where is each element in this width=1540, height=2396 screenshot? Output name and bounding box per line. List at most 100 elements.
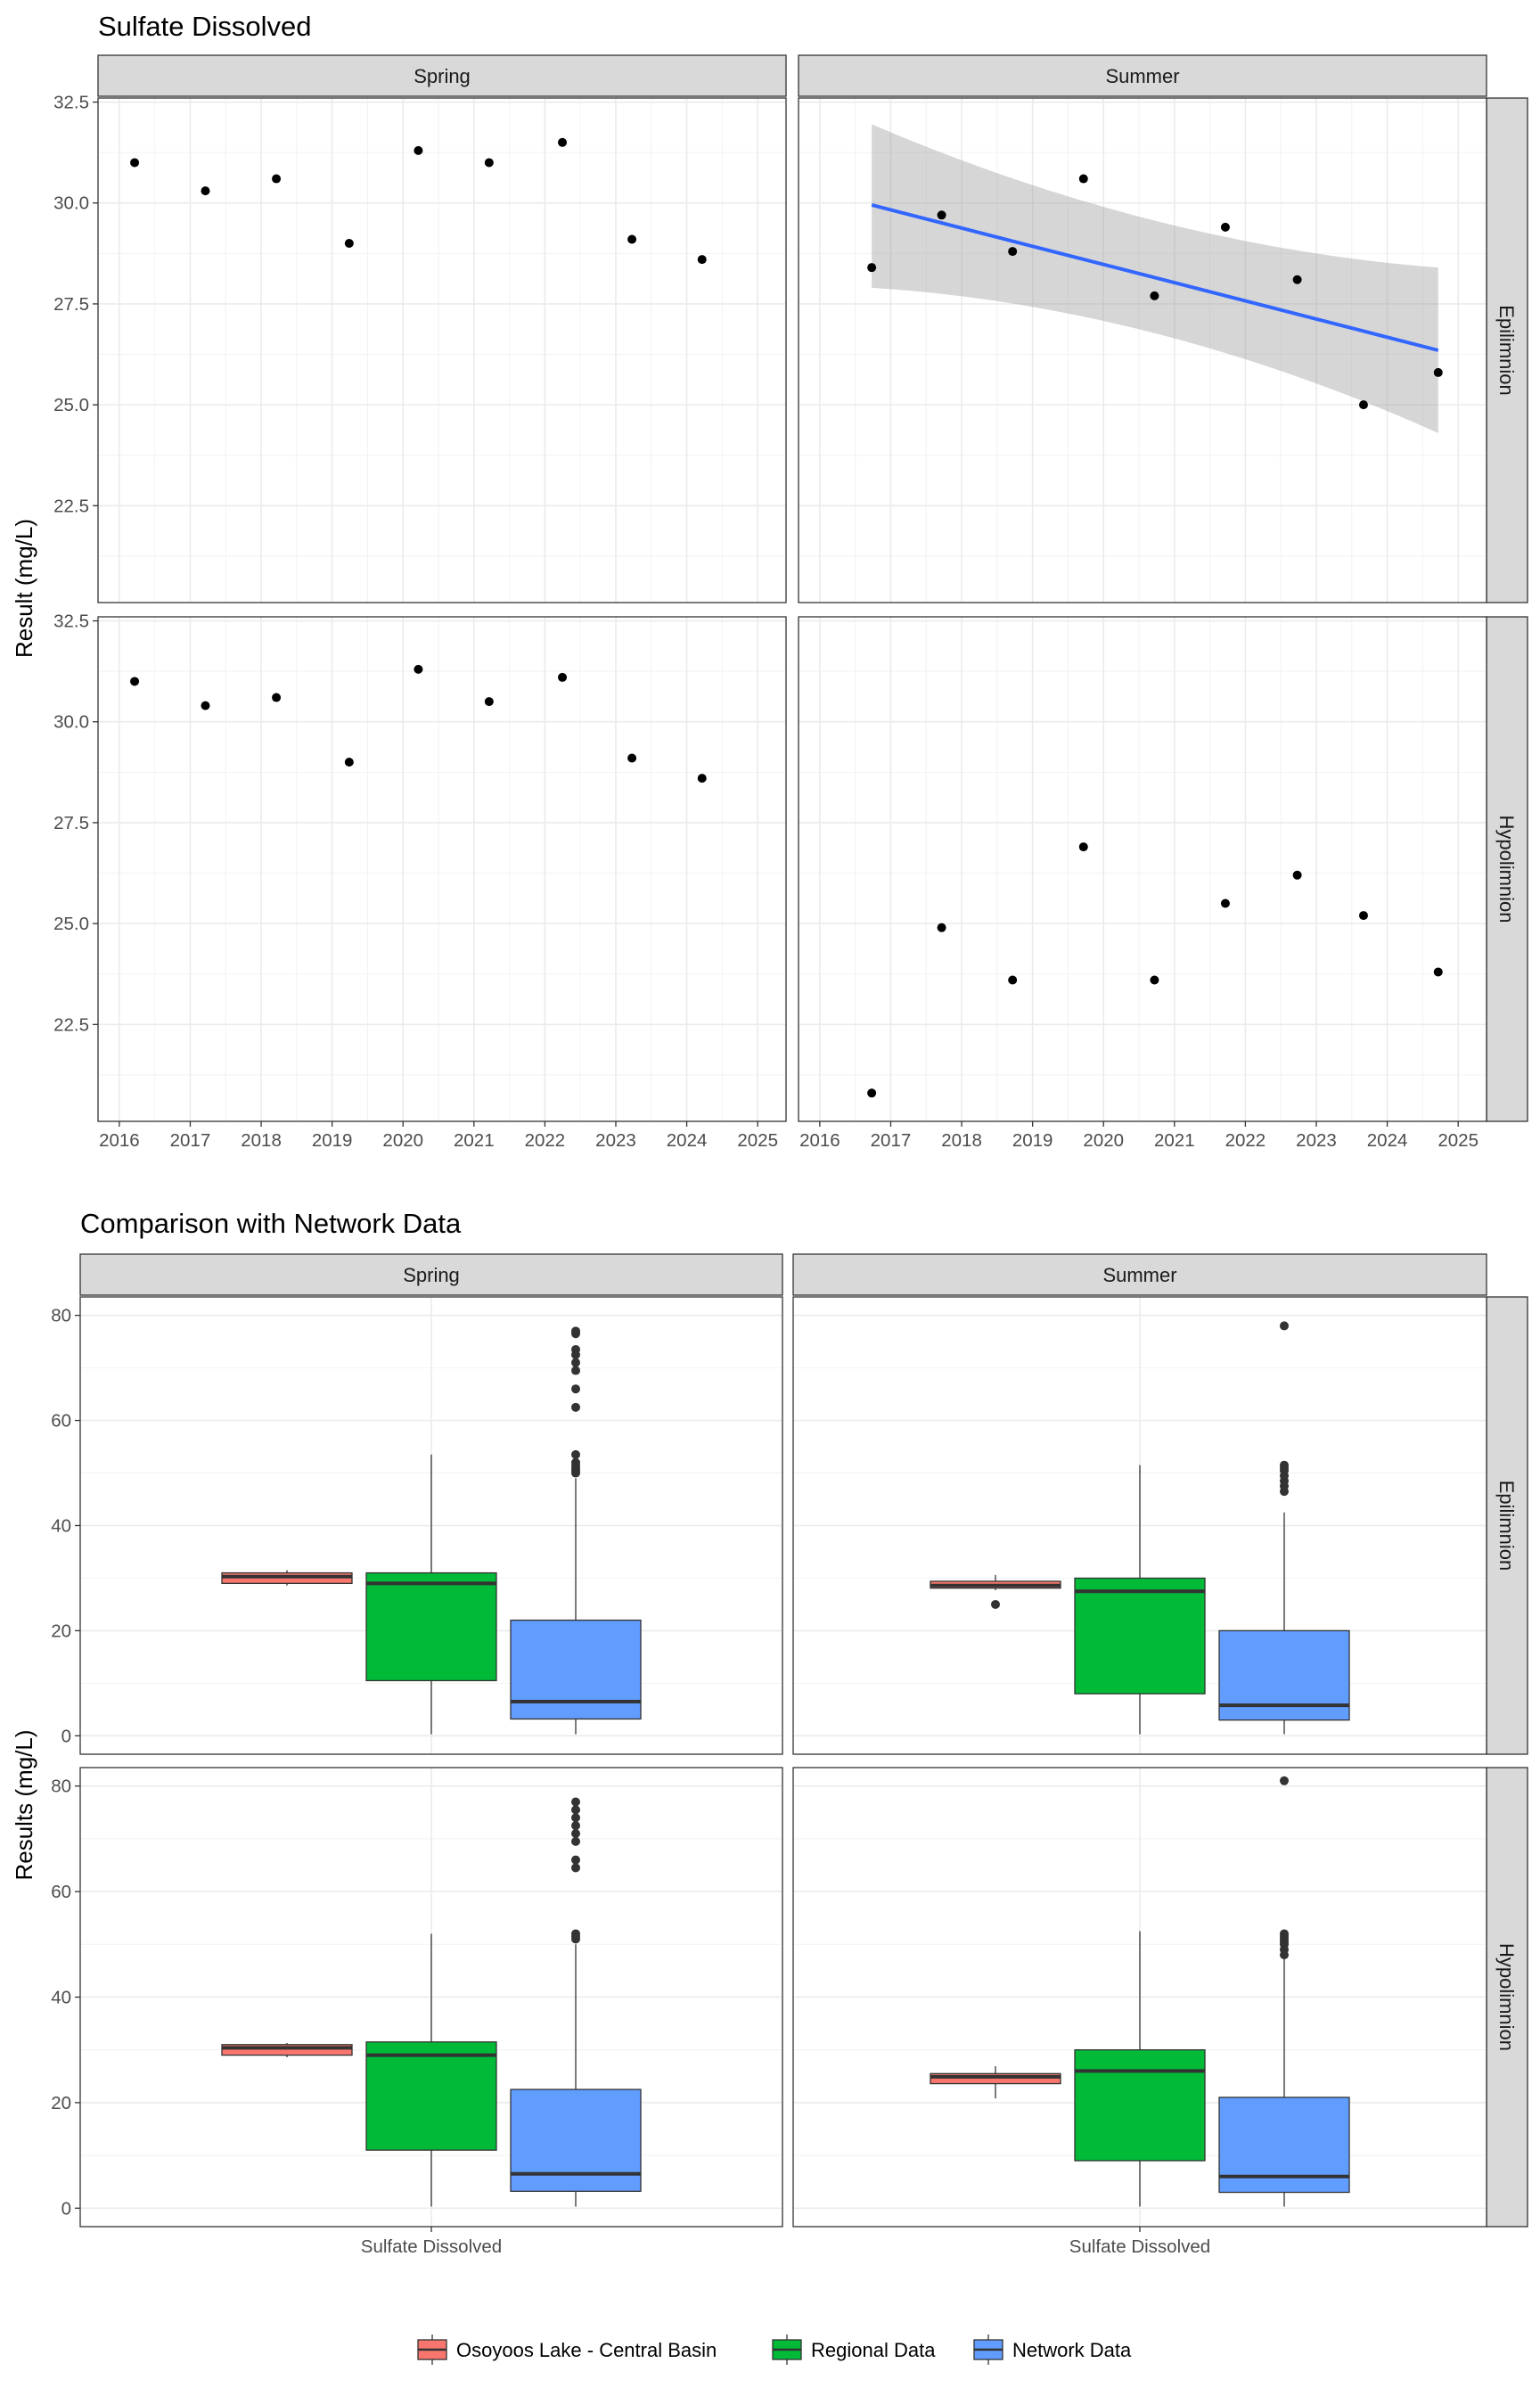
y-tick-label: 40	[51, 1988, 71, 2008]
x-tick-label: 2020	[1083, 1130, 1124, 1151]
y-tick-label: 80	[51, 1306, 71, 1326]
data-point	[1433, 367, 1443, 377]
bottom-row-strip-label-hypolimnion: Hypolimnion	[1495, 1943, 1518, 2051]
data-point	[1078, 842, 1088, 852]
box-iqr	[510, 1619, 642, 1720]
x-tick-label: 2022	[525, 1130, 566, 1151]
data-point	[937, 210, 946, 220]
data-point	[867, 263, 877, 273]
legend-label: Osoyoos Lake - Central Basin	[456, 2339, 717, 2361]
outlier-point	[571, 1402, 580, 1412]
data-point	[1220, 222, 1230, 232]
data-point	[867, 1088, 877, 1098]
x-tick-label: 2018	[941, 1130, 982, 1151]
panel-border	[798, 97, 1487, 603]
bottom-panel-data-summer-hypolimnion	[930, 1776, 1350, 2207]
top-chart-title: Sulfate Dissolved	[98, 11, 312, 42]
outlier-point	[571, 1797, 580, 1807]
x-tick-label: 2025	[737, 1130, 778, 1151]
data-point	[627, 753, 637, 763]
outlier-point	[1280, 1321, 1289, 1331]
data-point	[627, 234, 637, 244]
y-tick-label: 27.5	[53, 813, 89, 833]
boxplot-regional-data	[365, 1933, 497, 2207]
panel-background	[98, 617, 786, 1121]
outlier-point	[571, 1384, 580, 1394]
data-point	[697, 255, 707, 265]
data-point	[937, 923, 946, 932]
outlier-point	[571, 1821, 580, 1831]
y-tick-label: 32.5	[53, 611, 89, 632]
data-point	[1078, 174, 1088, 184]
y-tick-label: 27.5	[53, 294, 89, 315]
bottom-panel-data-summer-epilimnion	[930, 1321, 1350, 1735]
bottom-row-strip-label-epilimnion: Epilimnion	[1495, 1481, 1518, 1571]
data-point	[1292, 870, 1302, 880]
data-point	[484, 697, 494, 707]
data-point	[558, 137, 568, 147]
legend-entry-osoyoos-lake-central-basin: Osoyoos Lake - Central Basin	[417, 2334, 717, 2365]
top-panel-summer-hypolimnion	[799, 617, 1487, 1121]
top-panel-data-summer-epilimnion	[867, 124, 1443, 433]
bottom-panel-data-spring-epilimnion	[221, 1326, 642, 1735]
outlier-point	[571, 1855, 580, 1865]
bottom-strip-spring	[79, 1253, 783, 1296]
data-point	[1220, 898, 1230, 908]
outlier-point	[571, 1929, 580, 1939]
x-tick-label: 2018	[241, 1130, 282, 1151]
top-row-strip-hypolimnion	[1486, 616, 1528, 1122]
top-panel-summer-epilimnion	[799, 98, 1487, 603]
box-iqr	[1074, 1577, 1206, 1694]
data-point	[344, 758, 354, 767]
panel-background	[799, 617, 1487, 1121]
top-strip-label-summer: Summer	[1105, 65, 1179, 87]
bottom-row-strip-hypolimnion	[1486, 1767, 1528, 2228]
boxplot-osoyoos-lake-central-basin	[930, 1574, 1061, 1609]
top-chart: Spring Summer Epilimnion Hypolimnion 22.5 25.…	[53, 54, 1528, 1151]
y-tick-label: 20	[51, 1621, 71, 1641]
x-tick-label: 2017	[170, 1130, 211, 1151]
outlier-point	[1280, 1776, 1289, 1785]
outlier-point	[571, 1366, 580, 1375]
x-tick-label: 2023	[1296, 1130, 1337, 1151]
data-point	[1150, 975, 1159, 985]
panel-border	[97, 616, 787, 1122]
data-point	[697, 774, 707, 784]
x-tick-label: 2024	[1367, 1130, 1408, 1151]
x-tick-label: 2019	[312, 1130, 353, 1151]
boxplot-osoyoos-lake-central-basin	[221, 1570, 353, 1586]
data-point	[558, 672, 568, 682]
top-strip-summer	[798, 54, 1487, 97]
boxplot-regional-data	[1074, 1931, 1206, 2207]
x-tick-label: 2016	[799, 1130, 840, 1151]
top-row-strip-label-epilimnion: Epilimnion	[1495, 305, 1518, 396]
data-point	[414, 664, 423, 674]
data-point	[484, 158, 494, 168]
bottom-chart: Spring Summer Epilimnion Hypolimnion 0 20 40 60…	[51, 1253, 1528, 2257]
panel-background	[799, 98, 1487, 603]
data-point	[1358, 911, 1368, 921]
data-point	[272, 174, 282, 184]
boxplot-network-data	[510, 1797, 642, 2207]
outlier-point	[571, 1813, 580, 1823]
data-point	[414, 145, 423, 155]
outlier-point	[571, 1457, 580, 1467]
data-point	[201, 701, 210, 710]
x-tick-label: 2022	[1225, 1130, 1266, 1151]
boxplot-network-data	[1218, 1776, 1350, 2207]
x-tick-label: 2024	[667, 1130, 708, 1151]
x-tick-label: 2021	[1154, 1130, 1195, 1151]
outlier-point	[571, 1805, 580, 1815]
top-strip-spring	[97, 54, 787, 97]
boxplot-regional-data	[1074, 1465, 1206, 1735]
outlier-point	[1280, 1929, 1289, 1939]
legend-entry-regional-data: Regional Data	[772, 2334, 936, 2365]
data-point	[344, 239, 354, 249]
outlier-point	[1280, 1460, 1289, 1470]
boxplot-osoyoos-lake-central-basin	[221, 2043, 353, 2057]
outlier-point	[571, 1836, 580, 1846]
outlier-point	[571, 1863, 580, 1873]
outlier-point	[571, 1358, 580, 1367]
panel-border	[798, 616, 1487, 1122]
bottom-strip-label-summer: Summer	[1102, 1264, 1176, 1286]
